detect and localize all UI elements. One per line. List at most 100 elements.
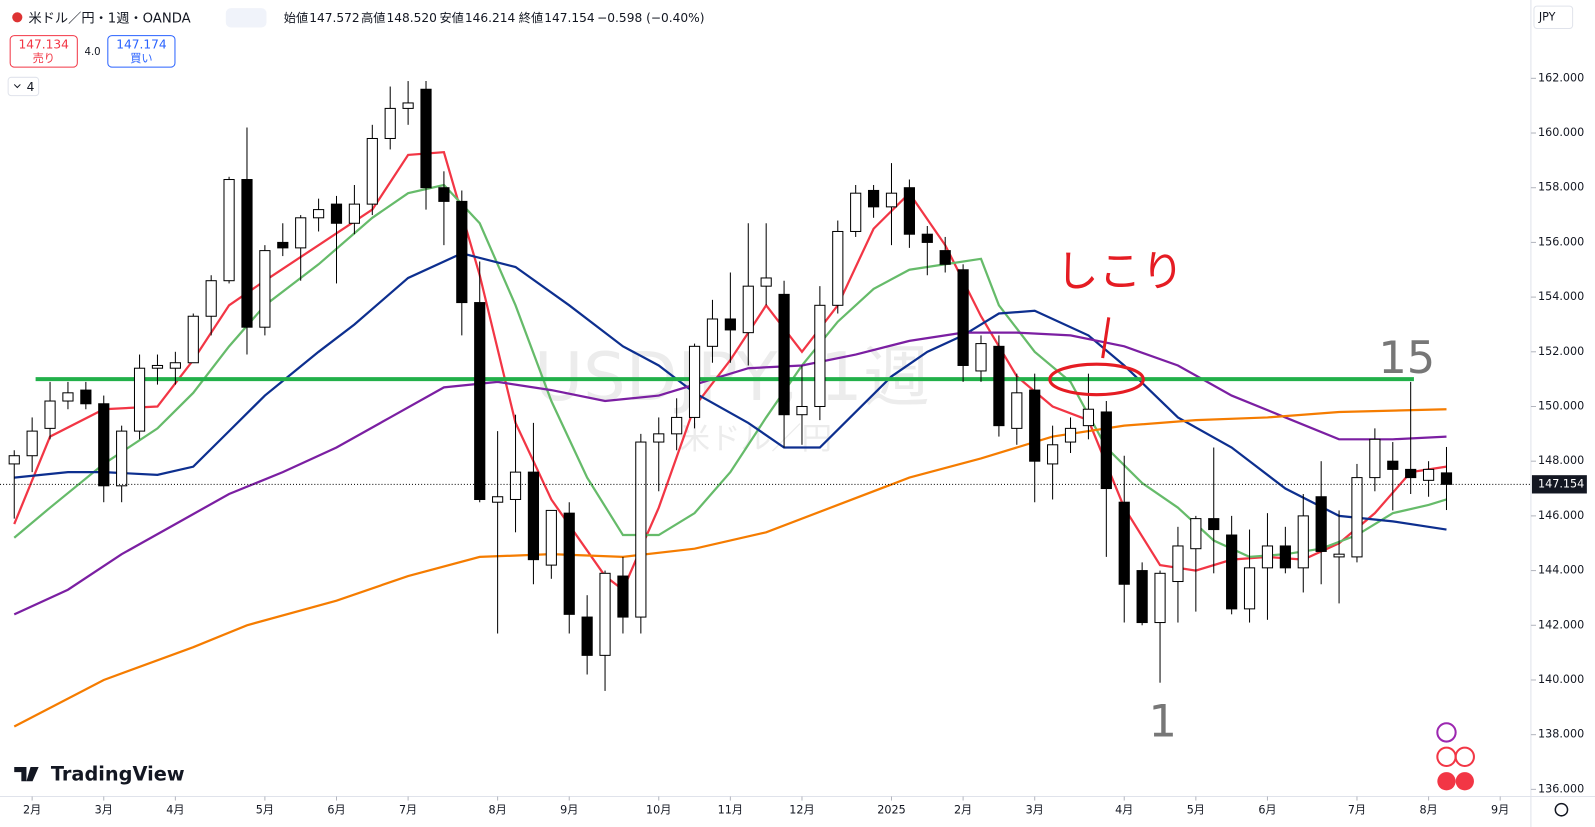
candle-body — [1422, 468, 1435, 481]
candle-body — [80, 389, 92, 405]
x-tick-label: 7月 — [399, 804, 417, 817]
event-icon[interactable] — [1436, 722, 1457, 743]
low: 146.214 — [465, 11, 516, 25]
annotation: 15 — [1378, 331, 1435, 384]
x-tick-label: 10月 — [646, 804, 671, 817]
candle-body — [223, 179, 235, 282]
candle-body — [474, 302, 486, 500]
candle-body — [384, 107, 396, 139]
candle-body — [653, 433, 665, 443]
x-tick-label: 5月 — [1187, 804, 1205, 817]
candle-body — [330, 203, 343, 224]
event-icon[interactable] — [1455, 772, 1474, 791]
candle-body — [295, 217, 307, 249]
candle-body — [832, 230, 844, 306]
candle-body — [975, 343, 987, 372]
low-label: 安値 — [439, 10, 463, 25]
candle-body — [1369, 438, 1381, 479]
y-tick-label: 162.000 — [1538, 71, 1584, 84]
y-tick-label: 156.000 — [1538, 235, 1584, 248]
candle-body — [688, 345, 701, 418]
currency-button[interactable] — [1533, 5, 1574, 29]
candle-body — [617, 575, 629, 618]
x-tick-label: 2025 — [877, 804, 905, 817]
y-tick-label: 146.000 — [1538, 509, 1584, 522]
candle-body — [1261, 545, 1274, 569]
candle-body — [1172, 545, 1184, 583]
candle-body — [939, 250, 951, 265]
annotation-ellipse — [1048, 362, 1145, 397]
annotation-arrow — [1101, 317, 1111, 359]
indicator-toggle[interactable] — [7, 76, 40, 97]
x-tick-label: 12月 — [789, 804, 814, 817]
candle-body — [151, 364, 164, 369]
x-tick-label: 5月 — [256, 804, 274, 817]
candle-body — [760, 277, 772, 287]
candle-body — [187, 315, 199, 364]
candle-body — [1333, 553, 1345, 558]
candle-body — [671, 416, 683, 435]
candle-body — [312, 209, 325, 219]
candle-body — [1011, 392, 1023, 429]
y-tick-label: 144.000 — [1538, 564, 1584, 577]
symbol: 米ドル／円・1週・OANDA — [28, 10, 190, 26]
candle-body — [438, 187, 450, 202]
candle-body — [867, 189, 880, 208]
candle-body — [1297, 515, 1309, 569]
sell-label: 売り — [33, 52, 55, 65]
candle-body — [545, 509, 557, 566]
x-tick-label: 4月 — [166, 804, 184, 817]
close: 147.154 — [544, 11, 595, 25]
candle-body — [420, 88, 432, 189]
indicator-count: 4 — [27, 80, 35, 94]
y-tick-label: 150.000 — [1538, 399, 1584, 412]
buy-button[interactable] — [107, 35, 176, 68]
chevron — [13, 84, 21, 89]
plot: USDJPY, 1週米ドル／円136.000138.000140.000142.… — [0, 71, 1587, 817]
y-tick-label: 136.000 — [1538, 782, 1584, 795]
candle-body — [903, 187, 915, 235]
candle-body — [635, 441, 647, 618]
candle-body — [1208, 518, 1220, 531]
y-tick-label: 138.000 — [1538, 728, 1584, 741]
y-tick-label: 142.000 — [1538, 618, 1584, 631]
candle-body — [527, 471, 540, 561]
candle-body — [492, 496, 504, 503]
y-tick-label: 158.000 — [1538, 181, 1584, 194]
moving-average — [13, 408, 1447, 728]
buy-label: 買い — [130, 52, 152, 65]
candle-body — [402, 102, 414, 109]
x-tick-label: 8月 — [1419, 804, 1437, 817]
settings-icon[interactable] — [1554, 802, 1569, 817]
candle-body — [814, 304, 826, 408]
last-price: 147.154 — [1538, 477, 1584, 490]
y-tick-label: 148.000 — [1538, 454, 1584, 467]
open: 147.572 — [309, 11, 359, 25]
candle-body — [133, 367, 146, 432]
sell-button[interactable] — [9, 35, 78, 68]
candle-body — [116, 430, 128, 487]
candle-body — [1100, 411, 1112, 490]
candle-body — [599, 572, 611, 656]
candle-body — [778, 293, 790, 416]
candle-body — [1064, 427, 1077, 443]
candle-body — [169, 362, 181, 369]
brand: TradingView — [51, 763, 185, 786]
x-tick-label: 8月 — [488, 804, 506, 817]
spread: 4.0 — [84, 47, 100, 58]
event-icon[interactable] — [1454, 746, 1475, 767]
candle-body — [241, 179, 253, 328]
x-tick-label: 9月 — [1491, 804, 1509, 817]
y-tick-label: 154.000 — [1538, 290, 1584, 303]
event-icon[interactable] — [1437, 772, 1456, 791]
x-tick-label: 11月 — [718, 804, 743, 817]
candle-body — [1047, 444, 1059, 465]
flag-icon — [12, 12, 23, 23]
candle-body — [1243, 567, 1256, 610]
x-tick-label: 3月 — [95, 804, 113, 817]
last-price-badge — [1531, 475, 1587, 494]
candle-body — [1029, 389, 1041, 462]
toggle[interactable] — [225, 8, 267, 28]
candle-body — [581, 616, 593, 656]
